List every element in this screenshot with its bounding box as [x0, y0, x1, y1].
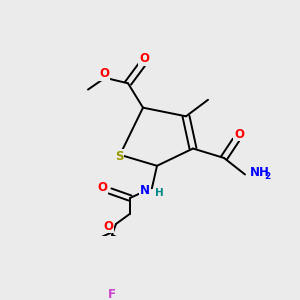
Text: O: O	[99, 68, 109, 80]
Text: N: N	[140, 184, 150, 197]
Text: O: O	[97, 181, 107, 194]
Text: O: O	[103, 220, 113, 233]
Text: NH: NH	[250, 167, 270, 179]
Text: S: S	[115, 150, 123, 163]
Text: H: H	[154, 188, 164, 198]
Text: F: F	[108, 288, 116, 300]
Text: O: O	[139, 52, 149, 65]
Text: O: O	[234, 128, 244, 141]
Text: 2: 2	[264, 172, 270, 181]
